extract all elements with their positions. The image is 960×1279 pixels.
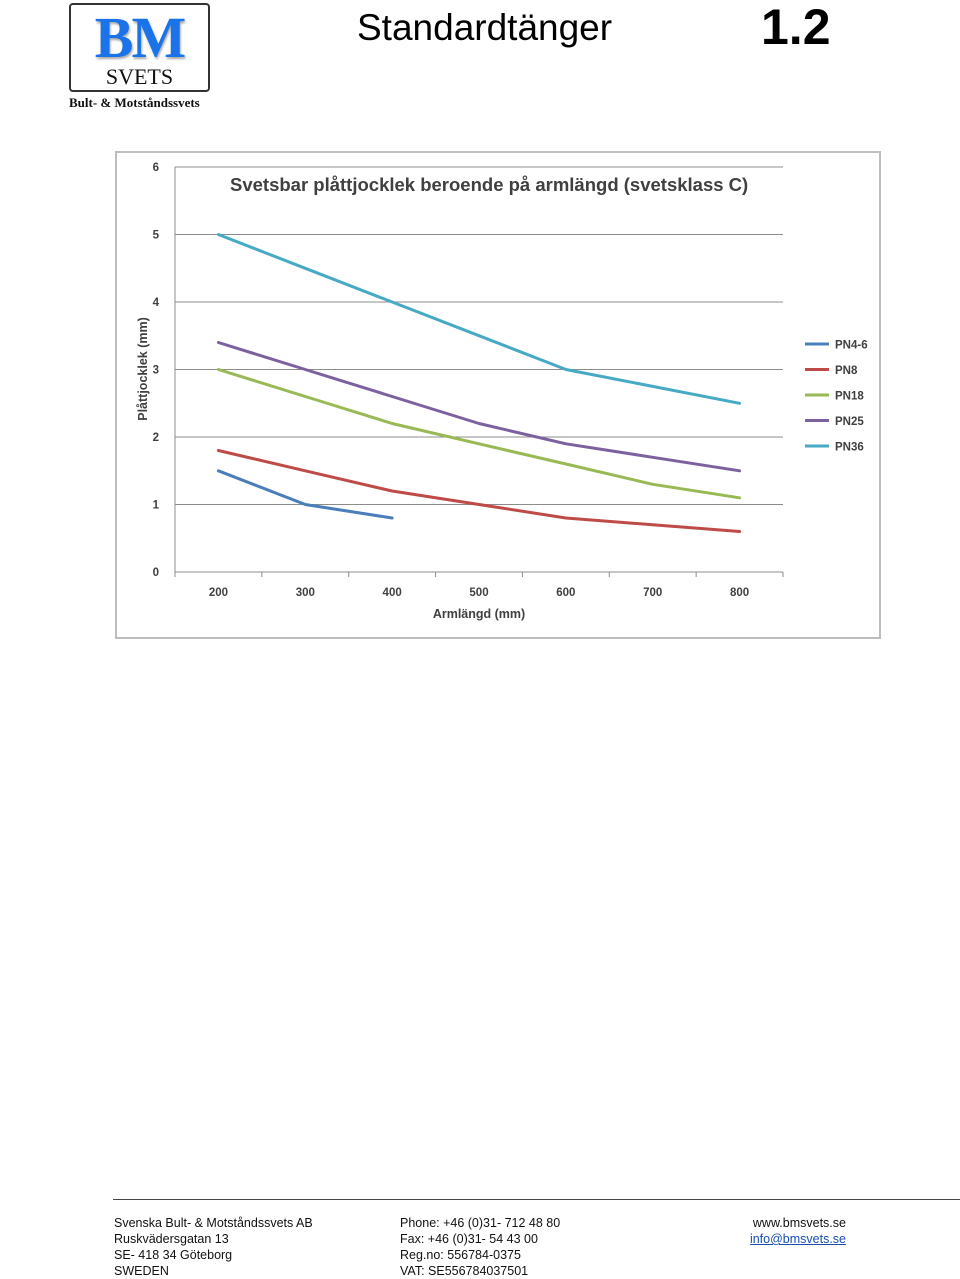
logo-bm-text: BM xyxy=(94,5,186,70)
legend-label-pn36: PN36 xyxy=(835,442,864,454)
logo-svets-text: SVETS xyxy=(105,64,174,89)
x-tick-label: 800 xyxy=(730,587,749,599)
series-line-pn25 xyxy=(216,341,742,473)
page-title: Standardtänger xyxy=(357,7,613,48)
street-address: Ruskvädersgatan 13 xyxy=(114,1232,229,1246)
y-tick-label: 0 xyxy=(153,567,159,579)
y-tick-label: 2 xyxy=(153,432,159,444)
series-line-pn4-6 xyxy=(216,469,394,520)
x-tick-label: 500 xyxy=(469,587,488,599)
registration-number: Reg.no: 556784-0375 xyxy=(400,1248,521,1262)
fax-number: Fax: +46 (0)31- 54 43 00 xyxy=(400,1232,538,1246)
y-tick-label: 6 xyxy=(153,162,159,174)
y-axis-label: Plåttjocklek (mm) xyxy=(136,317,150,421)
vat-number: VAT: SE556784037501 xyxy=(400,1264,529,1278)
line-chart: Svetsbar plåttjocklek beroende på armlän… xyxy=(136,162,868,621)
legend-label-pn8: PN8 xyxy=(835,365,858,377)
series-line-pn8 xyxy=(216,449,742,533)
website-link[interactable]: www.bmsvets.se xyxy=(752,1216,846,1230)
legend-label-pn4-6: PN4-6 xyxy=(835,340,868,352)
x-tick-label: 400 xyxy=(383,587,402,599)
y-tick-label: 1 xyxy=(153,500,160,512)
series-line-pn36 xyxy=(216,233,742,405)
page-number: 1.2 xyxy=(761,0,831,55)
legend-label-pn18: PN18 xyxy=(835,391,864,403)
x-tick-label: 200 xyxy=(209,587,228,599)
company-name: Svenska Bult- & Motståndssvets AB xyxy=(114,1216,313,1230)
series-line-pn18 xyxy=(216,368,742,500)
x-tick-label: 600 xyxy=(556,587,575,599)
footer-divider xyxy=(113,1199,960,1200)
logo-tagline: Bult- & Motståndssvets xyxy=(69,95,200,110)
footer-contact: Phone: +46 (0)31- 712 48 80 Fax: +46 (0)… xyxy=(400,1215,560,1279)
x-axis-label: Armlängd (mm) xyxy=(433,607,525,621)
country: SWEDEN xyxy=(114,1264,169,1278)
y-tick-label: 5 xyxy=(153,230,160,242)
y-tick-label: 3 xyxy=(153,365,159,377)
footer-company-address: Svenska Bult- & Motståndssvets AB Ruskvä… xyxy=(114,1215,313,1279)
phone-number: Phone: +46 (0)31- 712 48 80 xyxy=(400,1216,561,1230)
x-tick-label: 700 xyxy=(643,587,662,599)
chart-title: Svetsbar plåttjocklek beroende på armlän… xyxy=(230,174,748,195)
company-logo: BM SVETS xyxy=(69,3,210,92)
x-tick-label: 300 xyxy=(296,587,315,599)
chart-container: Svetsbar plåttjocklek beroende på armlän… xyxy=(115,151,881,639)
footer-web: www.bmsvets.se info@bmsvets.se xyxy=(750,1215,846,1247)
postal-city: SE- 418 34 Göteborg xyxy=(114,1248,233,1262)
y-tick-label: 4 xyxy=(153,297,160,309)
email-link[interactable]: info@bmsvets.se xyxy=(749,1232,846,1246)
legend-label-pn25: PN25 xyxy=(835,416,864,428)
